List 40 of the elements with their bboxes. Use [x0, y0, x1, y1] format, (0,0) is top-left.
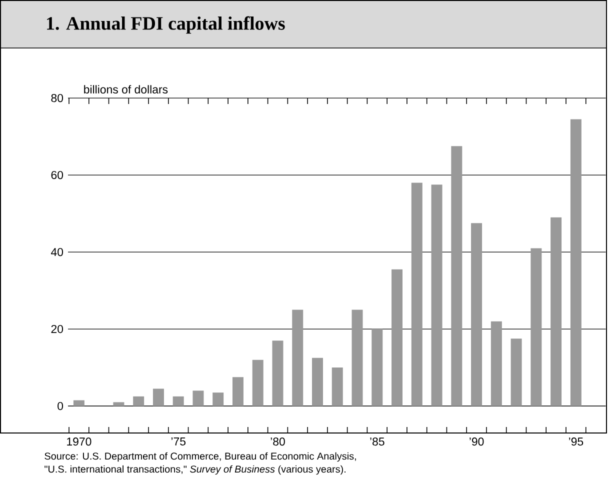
bar: [372, 329, 383, 406]
bar: [550, 217, 562, 406]
bar: [73, 400, 84, 406]
chart-title: 1. Annual FDI capital inflows: [47, 16, 285, 34]
y-tick-label: 60: [51, 170, 64, 180]
bar: [411, 182, 422, 406]
x-tick-label: 1970: [67, 438, 92, 446]
bar: [252, 360, 264, 406]
bar: [392, 269, 403, 406]
bar: [192, 390, 204, 406]
bar: [232, 377, 244, 406]
x-tick-label: ’75: [171, 438, 186, 446]
bar: [530, 248, 542, 406]
bar: [212, 392, 224, 406]
x-tick-label: ’95: [568, 438, 584, 446]
bar: [510, 338, 522, 406]
y-tick-label: 20: [51, 324, 64, 334]
bar: [471, 223, 482, 406]
y-tick-label: 80: [51, 94, 64, 102]
bar: [172, 396, 184, 406]
bar: [570, 119, 582, 406]
bar: [133, 396, 144, 406]
x-tick-label: ’85: [370, 438, 384, 446]
x-tick-label: ’80: [270, 438, 285, 446]
x-tick-label: ’90: [470, 438, 484, 446]
y-tick-label: 40: [51, 248, 64, 256]
bar: [490, 321, 502, 406]
bar: [332, 368, 343, 406]
source-note: Source: U.S. Department of Commerce, Bureau of Economic Analysis,: [44, 452, 356, 462]
bar: [292, 310, 304, 406]
bar: [312, 358, 323, 406]
bar: [431, 184, 442, 406]
text: "U.S. international transactions," Survey of Business (various years).: [44, 465, 346, 475]
y-tick-label: 0: [58, 402, 64, 410]
bar: [451, 146, 462, 406]
bar: [152, 388, 164, 406]
bar: [272, 340, 284, 406]
y-axis-title: billions of dollars: [84, 85, 168, 94]
bar: [113, 402, 124, 406]
bar: [352, 310, 363, 406]
